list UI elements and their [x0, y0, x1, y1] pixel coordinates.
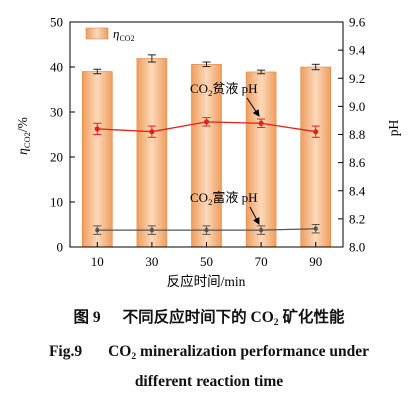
annotation-rich-ph-sub: 2 — [208, 197, 212, 207]
annotation-lean-ph-post: 贫液 pH — [212, 81, 257, 96]
annotation-rich-ph-label: CO2富液 pH — [190, 190, 257, 207]
caption-en-label: Fig.9 — [48, 343, 83, 360]
y-right-tick-label: 8.6 — [349, 155, 366, 170]
x-axis-title: 反应时间/min — [167, 273, 246, 289]
y-left-tick-label: 50 — [50, 15, 63, 30]
caption-en-pre: CO — [108, 343, 132, 360]
y-right-tick-label: 8.2 — [349, 211, 365, 226]
legend-swatch-bar — [85, 27, 109, 40]
lean-solution-ph-line-marker-50 — [203, 119, 210, 125]
lean-solution-ph-line-marker-30 — [149, 129, 155, 135]
lean-solution-ph-line-marker-10 — [94, 126, 100, 132]
bar-error-bar-50 — [202, 61, 211, 68]
y-left-tick-label: 20 — [50, 150, 63, 165]
rich-solution-ph-line-marker-30 — [149, 227, 155, 233]
y-axis-left-title-unit: /% — [15, 117, 30, 132]
bar-90 — [300, 66, 332, 248]
x-tick-label: 30 — [145, 254, 158, 269]
bar-error-bar-30 — [147, 54, 156, 63]
bar-70 — [245, 71, 277, 248]
caption-cn-label: 图 9 — [73, 309, 101, 326]
annotation-lean-solution-ph: CO2贫液 pH — [190, 81, 260, 117]
annotation-lean-ph-arrow — [246, 97, 260, 117]
rich-solution-ph-line-marker-90 — [313, 226, 318, 231]
y-right-tick-label: 8.0 — [349, 240, 365, 255]
y-left-tick-label: 40 — [50, 60, 63, 75]
x-tick-label: 50 — [200, 254, 213, 269]
caption-cn-sub: 2 — [273, 316, 279, 328]
annotation-lean-ph-sub: 2 — [208, 88, 212, 98]
y-left-tick-label: 30 — [50, 105, 63, 120]
annotation-lean-ph-pre: CO — [190, 81, 208, 96]
annotation-rich-ph-pre: CO — [190, 190, 208, 205]
y-right-tick-label: 8.8 — [349, 127, 365, 142]
figure-caption-en-line1: Fig.9 CO2 mineralization performance und… — [0, 341, 418, 365]
caption-cn-post: 矿化性能 — [278, 309, 345, 326]
bar-30 — [136, 58, 168, 248]
legend-label-symbol: η — [113, 26, 119, 41]
y-axis-left-title-sub: CO2 — [22, 132, 32, 148]
bar-10 — [82, 71, 113, 248]
figure-caption-cn: 图 9 不同反应时间下的 CO2 矿化性能 — [0, 307, 418, 331]
x-tick-label: 70 — [255, 254, 268, 269]
lean-solution-ph-line-marker-70 — [258, 120, 264, 126]
axis-ticks-layer: 0 10 20 30 40 50 8.0 8.2 8.4 8.6 8.8 9.0 9.2 9.4 9.6 10… — [50, 15, 366, 270]
caption-en-sub: 2 — [131, 350, 137, 362]
annotation-rich-solution-ph: CO2富液 pH — [190, 190, 260, 225]
x-tick-label: 90 — [309, 254, 322, 269]
ph-lines-layer — [93, 117, 320, 235]
caption-cn-pre: 不同反应时间下的 CO — [122, 309, 274, 326]
y-right-tick-label: 9.4 — [349, 43, 366, 58]
lean-solution-ph-line-group — [93, 117, 320, 138]
annotation-rich-ph-post: 富液 pH — [212, 190, 257, 205]
y-axis-left-title: ηCO2/% — [15, 117, 32, 155]
annotation-rich-ph-arrow — [249, 206, 260, 225]
rich-solution-ph-line-marker-10 — [95, 227, 100, 233]
x-tick-label: 10 — [91, 254, 104, 269]
rich-solution-ph-line-group — [93, 224, 320, 235]
figure-caption-en-line2: different reaction time — [0, 371, 418, 393]
caption-en-text: CO2 mineralization performance under — [108, 341, 369, 365]
reaction-time-chart: 0 10 20 30 40 50 8.0 8.2 8.4 8.6 8.8 9.0 9.2 9.4 9.6 10… — [15, 15, 401, 290]
annotation-lean-ph-label: CO2贫液 pH — [190, 81, 257, 98]
caption-cn-text: 不同反应时间下的 CO2 矿化性能 — [123, 307, 345, 331]
lean-solution-ph-line-marker-90 — [313, 129, 319, 135]
y-right-tick-label: 9.2 — [349, 71, 365, 86]
legend: ηCO2 — [85, 26, 135, 43]
y-right-tick-label: 9.6 — [349, 15, 366, 30]
y-right-tick-label: 9.0 — [349, 99, 365, 114]
y-right-tick-label: 8.4 — [349, 183, 366, 198]
caption-en-line2: different reaction time — [134, 373, 284, 390]
caption-en-line1-post: mineralization performance under — [136, 343, 370, 360]
bar-error-bar-90 — [311, 63, 320, 71]
rich-solution-ph-line-marker-50 — [204, 227, 209, 233]
y-left-tick-label: 0 — [57, 240, 64, 255]
bars-layer — [82, 54, 332, 248]
legend-label: ηCO2 — [113, 26, 135, 43]
bar-50 — [191, 64, 222, 248]
bar-error-bar-70 — [257, 69, 266, 75]
y-axis-right-title: pH — [386, 120, 401, 137]
legend-label-subscript: CO2 — [119, 34, 134, 43]
bar-error-bar-10 — [93, 68, 102, 75]
y-axis-left-title-symbol: η — [15, 148, 30, 155]
rich-solution-ph-line-marker-70 — [258, 227, 264, 233]
y-left-tick-label: 10 — [50, 195, 63, 210]
